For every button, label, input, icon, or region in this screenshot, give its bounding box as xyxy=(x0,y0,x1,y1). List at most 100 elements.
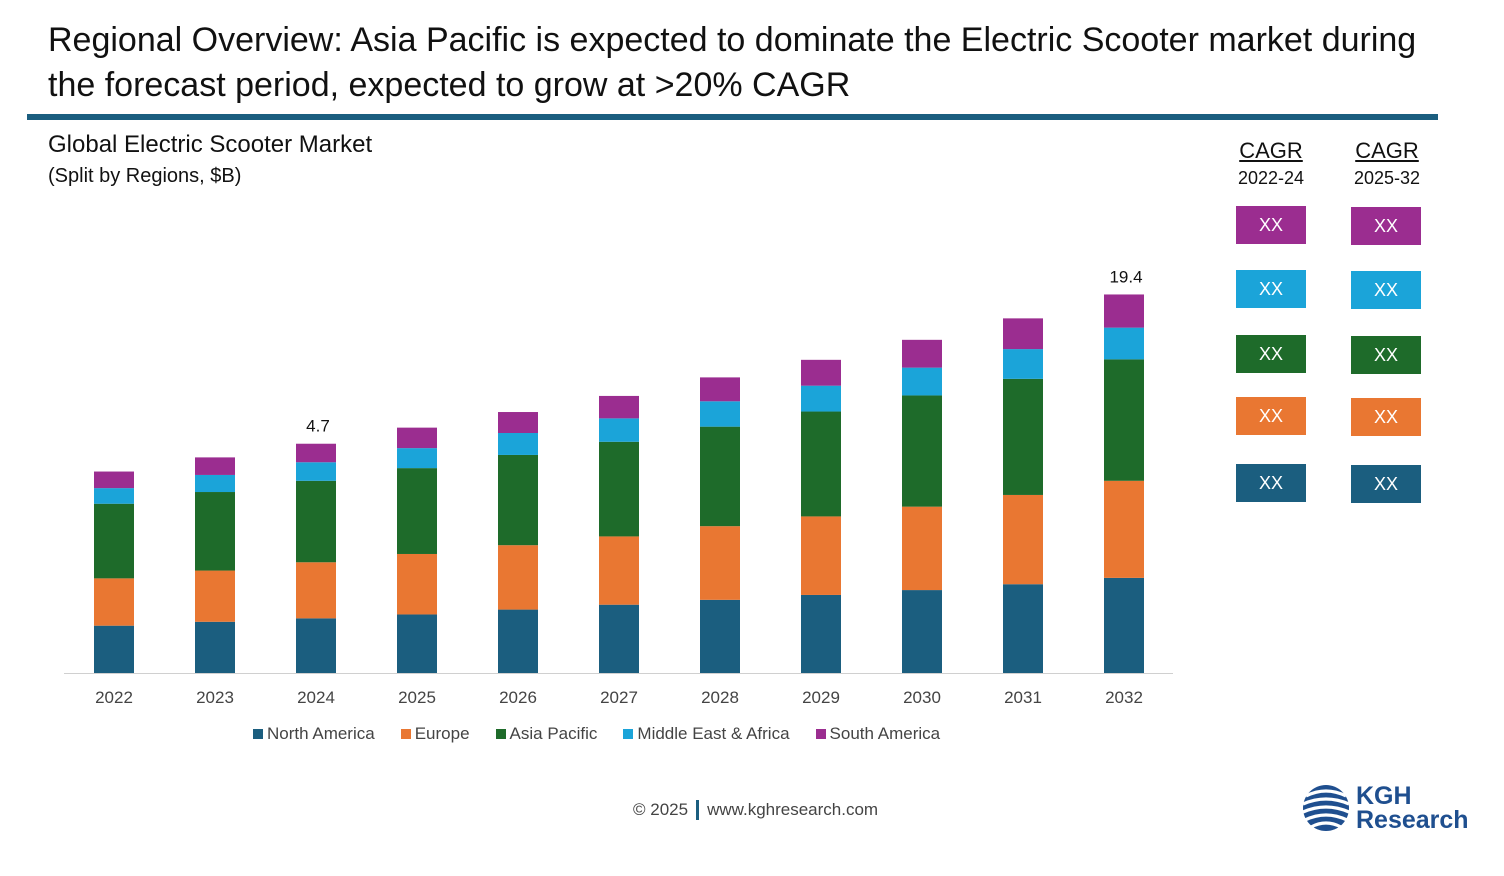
bar-segment xyxy=(1104,480,1144,578)
page-headline: Regional Overview: Asia Pacific is expec… xyxy=(48,21,1417,104)
kgh-research-logo: KGH Research xyxy=(1302,782,1482,838)
x-tick-label: 2022 xyxy=(95,688,133,707)
logo-line-kgh: KGH xyxy=(1356,782,1412,810)
bar-segment xyxy=(1104,359,1144,481)
bar-segment xyxy=(94,503,134,579)
bar-segment xyxy=(801,359,841,386)
copyright-text: © 2025 xyxy=(633,800,689,819)
x-tick-label: 2032 xyxy=(1105,688,1143,707)
bar-segment xyxy=(296,462,336,481)
legend-item-south-america: South America xyxy=(815,724,941,744)
bar-segment xyxy=(700,526,740,600)
bar-segment xyxy=(801,385,841,412)
cagr-header: CAGR xyxy=(1239,138,1303,163)
cagr-column-2025-32: CAGR 2025-32 xyxy=(1341,137,1433,191)
bar-segment xyxy=(700,426,740,527)
bar-segment xyxy=(700,401,740,427)
legend-swatch xyxy=(400,729,411,739)
legend-item-north-america: North America xyxy=(253,724,375,744)
legend-swatch xyxy=(253,729,263,739)
x-tick-label: 2027 xyxy=(600,688,638,707)
bar-segment xyxy=(397,468,437,554)
cagr-value-europe-2025-32: XX xyxy=(1351,398,1421,436)
bar-segment xyxy=(599,441,639,537)
cagr-value-north-america-2025-32: XX xyxy=(1351,465,1421,503)
cagr-column-2022-24: CAGR 2022-24 xyxy=(1225,137,1317,191)
bar-segment xyxy=(498,412,538,433)
bar-segment xyxy=(1003,378,1043,495)
globe-icon xyxy=(1302,785,1350,831)
cagr-value-north-america-2022-24: XX xyxy=(1236,464,1306,502)
legend-item-middle-east-africa: Middle East & Africa xyxy=(623,724,790,744)
bar-segment xyxy=(1104,327,1144,360)
logo-wordmark: KGH Research xyxy=(1356,782,1469,834)
bar-segment xyxy=(397,448,437,469)
cagr-value-asia-pacific-2025-32: XX xyxy=(1351,336,1421,374)
bar-segment xyxy=(801,411,841,517)
bar-segment xyxy=(1003,349,1043,379)
bar-segment xyxy=(700,599,740,673)
bar-segment xyxy=(801,516,841,595)
bar-segment xyxy=(599,418,639,442)
legend-label: Asia Pacific xyxy=(509,724,598,743)
bar-segment xyxy=(195,492,235,571)
legend-swatch xyxy=(623,729,634,739)
cagr-period: 2022-24 xyxy=(1237,168,1305,188)
bar-segment xyxy=(1003,584,1043,673)
bar-segment xyxy=(902,367,942,396)
bar-segment xyxy=(397,553,437,615)
bar-segment xyxy=(1003,494,1043,585)
x-tick-label: 2031 xyxy=(1004,688,1042,707)
footer: © 2025 www.kghresearch.com xyxy=(633,800,878,820)
bar-segment xyxy=(498,545,538,610)
cagr-value-asia-pacific-2022-24: XX xyxy=(1236,335,1306,373)
bar-segment xyxy=(195,474,235,493)
data-label: 19.4 xyxy=(1109,267,1142,286)
cagr-value-south-america-2025-32: XX xyxy=(1351,207,1421,245)
footer-divider xyxy=(696,800,700,820)
bar-segment xyxy=(1104,577,1144,673)
bar-segment xyxy=(902,395,942,507)
legend-label: Europe xyxy=(414,724,470,743)
bar-segment xyxy=(94,625,134,673)
cagr-header: CAGR xyxy=(1355,138,1419,163)
bar-segment xyxy=(296,480,336,563)
data-label: 4.7 xyxy=(306,417,330,436)
bar-segment xyxy=(902,339,942,368)
legend-label: South America xyxy=(829,724,941,743)
x-tick-label: 2024 xyxy=(297,688,335,707)
legend-item-europe: Europe xyxy=(400,724,470,744)
bar-segment xyxy=(498,454,538,546)
bar-segment xyxy=(1104,294,1144,328)
bar-segment xyxy=(94,578,134,626)
bar-segment xyxy=(700,377,740,402)
chart-legend: North America Europe Asia Pacific Middle… xyxy=(253,724,940,744)
bar-segment xyxy=(397,427,437,449)
cagr-value-south-america-2022-24: XX xyxy=(1236,206,1306,244)
logo-line-research: Research xyxy=(1356,806,1469,834)
header-rule xyxy=(27,114,1438,120)
x-tick-label: 2023 xyxy=(196,688,234,707)
legend-label: Middle East & Africa xyxy=(637,724,790,743)
x-tick-label: 2025 xyxy=(398,688,436,707)
x-tick-label: 2026 xyxy=(499,688,537,707)
bar-segment xyxy=(902,590,942,673)
bar-segment xyxy=(195,621,235,673)
x-tick-label: 2030 xyxy=(903,688,941,707)
legend-label: North America xyxy=(267,724,375,743)
chart-subtitle: (Split by Regions, $B) xyxy=(48,165,242,187)
bar-segment xyxy=(94,488,134,504)
cagr-value-middle-east-africa-2022-24: XX xyxy=(1236,270,1306,308)
website-link[interactable]: www.kghresearch.com xyxy=(707,800,879,819)
chart-title: Global Electric Scooter Market xyxy=(48,131,373,158)
x-tick-label: 2029 xyxy=(802,688,840,707)
bar-segment xyxy=(599,395,639,419)
bar-segment xyxy=(296,562,336,619)
bar-segment xyxy=(94,471,134,489)
x-tick-label: 2028 xyxy=(701,688,739,707)
bar-segment xyxy=(296,443,336,463)
legend-swatch xyxy=(495,729,506,739)
legend-swatch xyxy=(815,729,826,739)
bar-segment xyxy=(599,604,639,673)
legend-item-asia-pacific: Asia Pacific xyxy=(495,724,598,744)
